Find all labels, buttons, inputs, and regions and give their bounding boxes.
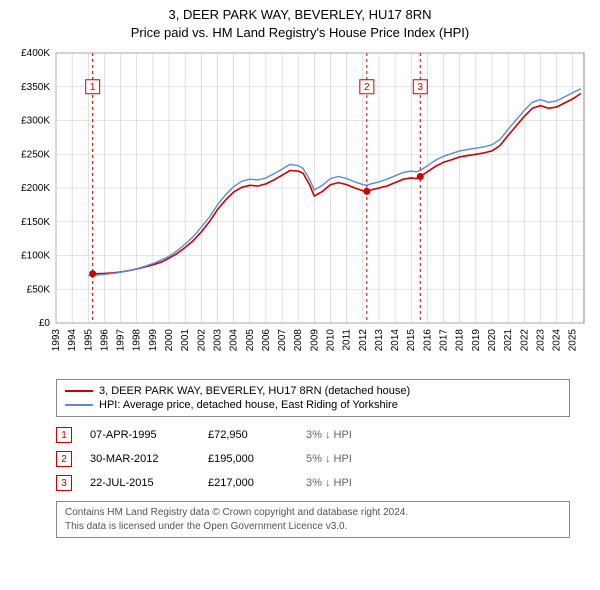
sale-marker: 1 [56, 427, 72, 443]
svg-text:2015: 2015 [406, 329, 417, 352]
svg-text:£250K: £250K [21, 149, 50, 160]
title-line-1: 3, DEER PARK WAY, BEVERLEY, HU17 8RN [0, 6, 600, 24]
svg-text:1994: 1994 [67, 329, 78, 352]
sale-date: 22-JUL-2015 [90, 477, 190, 489]
sale-row: 1 07-APR-1995 £72,950 3% ↓ HPI [56, 423, 570, 447]
svg-text:2005: 2005 [245, 329, 256, 352]
svg-text:2023: 2023 [535, 329, 546, 352]
sale-price: £217,000 [208, 477, 288, 489]
svg-text:1993: 1993 [51, 329, 62, 352]
svg-text:2020: 2020 [487, 329, 498, 352]
svg-text:2024: 2024 [552, 329, 563, 352]
legend-swatch [65, 404, 93, 406]
svg-text:2004: 2004 [229, 329, 240, 352]
svg-text:2006: 2006 [261, 329, 272, 352]
chart-title-block: 3, DEER PARK WAY, BEVERLEY, HU17 8RN Pri… [0, 0, 600, 45]
svg-text:1996: 1996 [99, 329, 110, 352]
svg-text:2025: 2025 [568, 329, 579, 352]
footnote: Contains HM Land Registry data © Crown c… [56, 501, 570, 538]
svg-text:2009: 2009 [309, 329, 320, 352]
svg-text:2000: 2000 [164, 329, 175, 352]
svg-text:£150K: £150K [21, 217, 50, 228]
svg-text:1997: 1997 [116, 329, 127, 352]
legend: 3, DEER PARK WAY, BEVERLEY, HU17 8RN (de… [56, 379, 570, 417]
svg-text:2017: 2017 [439, 329, 450, 352]
sale-marker: 2 [56, 451, 72, 467]
svg-text:2013: 2013 [374, 329, 385, 352]
svg-text:2001: 2001 [180, 329, 191, 352]
footnote-line: This data is licensed under the Open Gov… [65, 520, 561, 534]
sale-hpi: 3% ↓ HPI [306, 429, 396, 441]
svg-text:£50K: £50K [27, 284, 51, 295]
svg-text:1: 1 [90, 82, 96, 93]
sale-price: £195,000 [208, 453, 288, 465]
legend-item: HPI: Average price, detached house, East… [65, 398, 561, 412]
svg-text:1999: 1999 [148, 329, 159, 352]
svg-text:£100K: £100K [21, 251, 50, 262]
svg-text:2: 2 [364, 82, 370, 93]
svg-text:2012: 2012 [358, 329, 369, 352]
svg-text:£300K: £300K [21, 116, 50, 127]
legend-label: HPI: Average price, detached house, East… [99, 399, 398, 411]
svg-text:2011: 2011 [342, 329, 353, 351]
title-line-2: Price paid vs. HM Land Registry's House … [0, 24, 600, 42]
footnote-line: Contains HM Land Registry data © Crown c… [65, 506, 561, 520]
sale-row: 3 22-JUL-2015 £217,000 3% ↓ HPI [56, 471, 570, 495]
legend-item: 3, DEER PARK WAY, BEVERLEY, HU17 8RN (de… [65, 384, 561, 398]
svg-text:3: 3 [417, 82, 423, 93]
sale-hpi: 3% ↓ HPI [306, 477, 396, 489]
svg-text:1998: 1998 [132, 329, 143, 352]
sale-date: 30-MAR-2012 [90, 453, 190, 465]
sale-price: £72,950 [208, 429, 288, 441]
sale-row: 2 30-MAR-2012 £195,000 5% ↓ HPI [56, 447, 570, 471]
svg-text:2002: 2002 [196, 329, 207, 352]
svg-text:2007: 2007 [277, 329, 288, 352]
legend-label: 3, DEER PARK WAY, BEVERLEY, HU17 8RN (de… [99, 385, 410, 397]
svg-text:2018: 2018 [455, 329, 466, 352]
sale-date: 07-APR-1995 [90, 429, 190, 441]
svg-text:£0: £0 [39, 318, 51, 329]
sale-hpi: 5% ↓ HPI [306, 453, 396, 465]
svg-text:1995: 1995 [83, 329, 94, 352]
sale-marker: 3 [56, 475, 72, 491]
svg-text:2003: 2003 [212, 329, 223, 352]
svg-text:£200K: £200K [21, 183, 50, 194]
svg-text:£400K: £400K [21, 48, 50, 59]
svg-text:2008: 2008 [293, 329, 304, 352]
sales-table: 1 07-APR-1995 £72,950 3% ↓ HPI 2 30-MAR-… [56, 423, 570, 495]
svg-text:2022: 2022 [519, 329, 530, 352]
chart-container: £0 £50K £100K £150K £200K £250K £300K £350K £400… [0, 45, 600, 375]
svg-text:2019: 2019 [471, 329, 482, 352]
svg-text:2010: 2010 [325, 329, 336, 352]
legend-swatch [65, 390, 93, 392]
svg-text:£350K: £350K [21, 82, 50, 93]
svg-text:2021: 2021 [503, 329, 514, 352]
svg-text:2014: 2014 [390, 329, 401, 352]
price-chart: £0 £50K £100K £150K £200K £250K £300K £350K £400… [0, 45, 600, 375]
svg-text:2016: 2016 [422, 329, 433, 352]
